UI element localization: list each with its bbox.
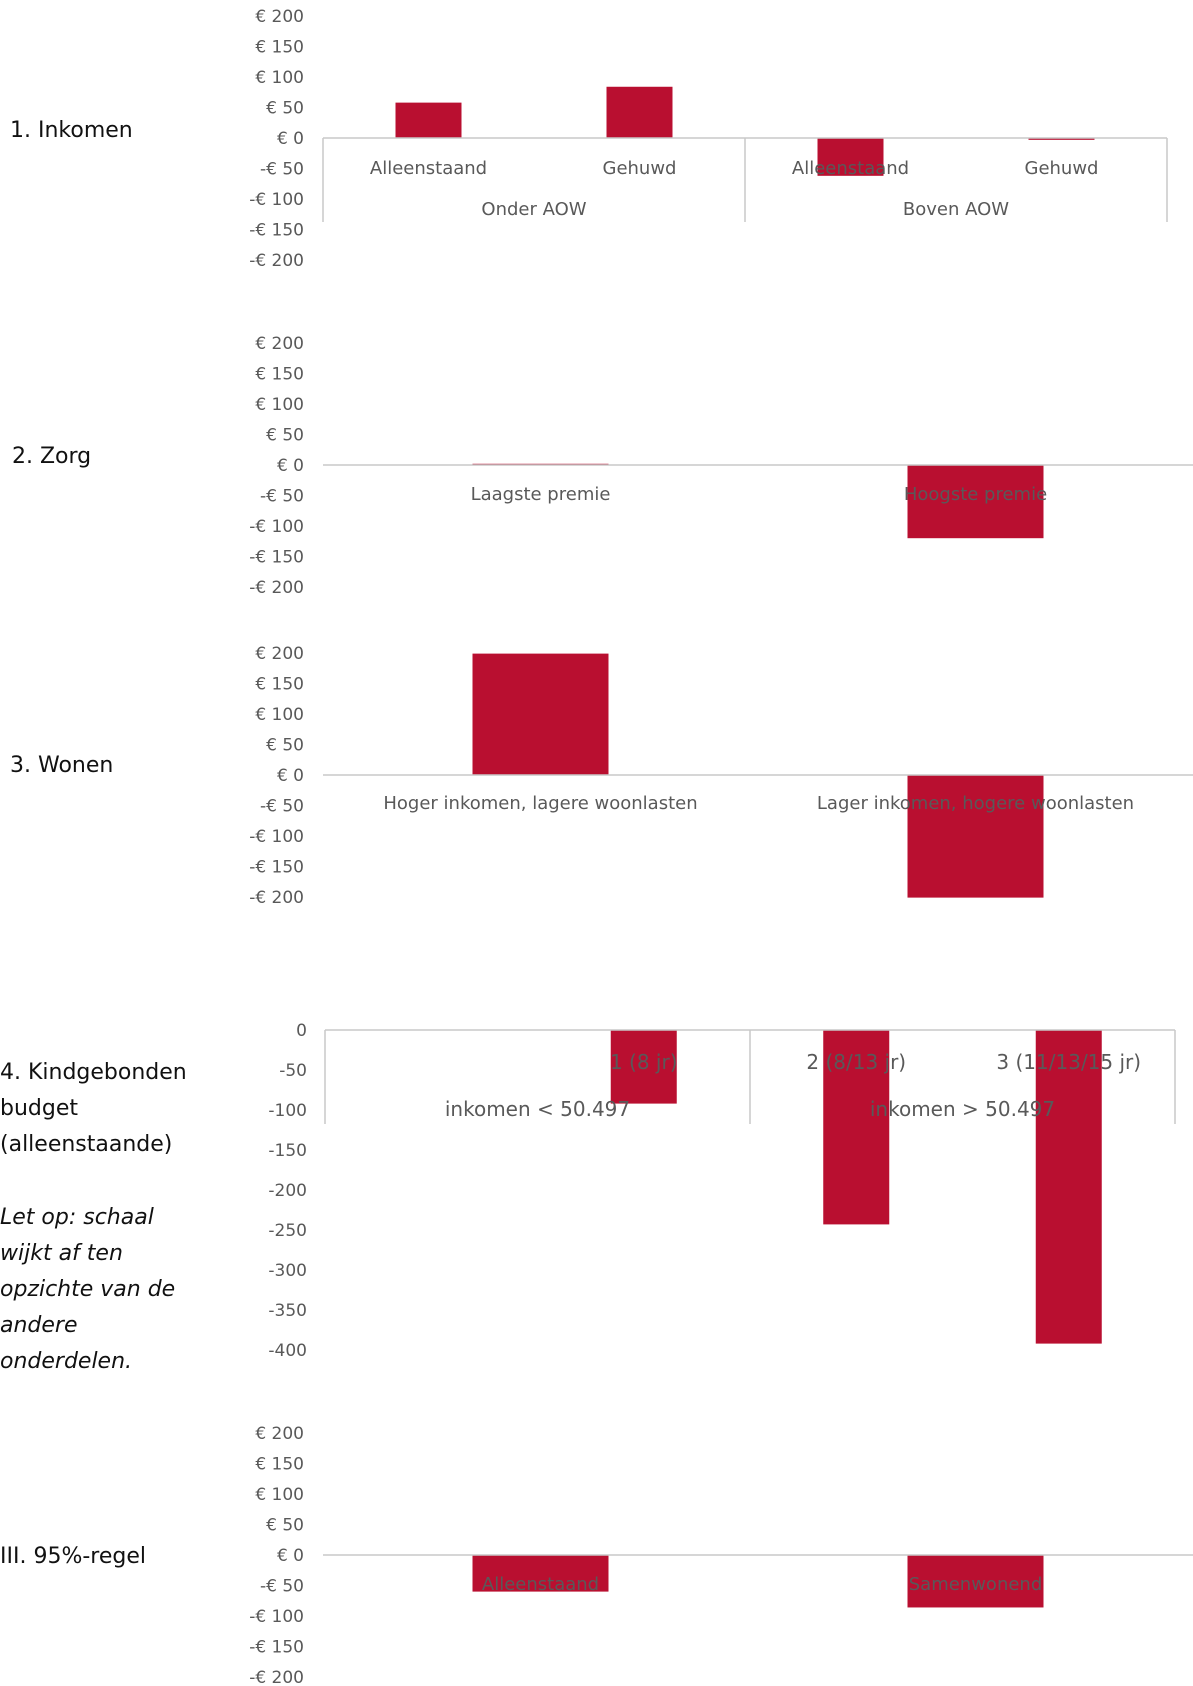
- chart5-ytick: € 50: [266, 1516, 304, 1536]
- chart5-ytick: € 150: [255, 1455, 304, 1475]
- chart1-group-label: Boven AOW: [903, 199, 1009, 220]
- chart3-category-label: Lager inkomen, hogere woonlasten: [817, 793, 1134, 814]
- chart3-bar: [472, 653, 609, 775]
- chart1-category-label: Alleenstaand: [370, 158, 487, 179]
- chart4-ytick: -150: [268, 1141, 307, 1161]
- chart1-bar: [1028, 138, 1095, 140]
- chart2-category-label: Hoogste premie: [904, 484, 1047, 505]
- chart1-ytick: € 100: [255, 68, 304, 88]
- chart1-bar: [817, 138, 884, 176]
- chart1-ytick: € 200: [255, 7, 304, 27]
- chart3-ytick: -€ 150: [249, 858, 304, 878]
- chart2-ytick: -€ 100: [249, 517, 304, 537]
- chart2-ytick: -€ 50: [260, 487, 304, 507]
- chart2-ytick: € 150: [255, 365, 304, 385]
- chart4-ytick: -350: [268, 1301, 307, 1321]
- section-label-zorg: 2. Zorg: [12, 444, 92, 469]
- chart5-category-label: Samenwonend: [909, 1574, 1043, 1595]
- chart1-group-label: Onder AOW: [481, 199, 586, 220]
- chart4-category-label: 3 (11/13/15 jr): [996, 1050, 1141, 1074]
- chart2-category-label: Laagste premie: [471, 484, 611, 505]
- chart5-bar: [907, 1555, 1044, 1608]
- chart3-ytick: € 150: [255, 675, 304, 695]
- chart2-ytick: € 0: [277, 456, 304, 476]
- section-label-kindgebonden: 4. Kindgebonden budget (alleenstaande): [0, 1060, 187, 1157]
- chart4-ytick: 0: [296, 1021, 307, 1041]
- chart1-ytick: € 50: [266, 99, 304, 119]
- chart1-bar: [606, 86, 673, 138]
- chart4-ytick: -200: [268, 1181, 307, 1201]
- chart1-category-label: Gehuwd: [603, 158, 677, 179]
- chart4-group-label: inkomen < 50.497: [445, 1097, 630, 1121]
- chart3-ytick: € 50: [266, 736, 304, 756]
- chart2-ytick: € 200: [255, 334, 304, 354]
- chart1-category-label: Gehuwd: [1025, 158, 1099, 179]
- chart4-category-label: 2 (8/13 jr): [806, 1050, 906, 1074]
- chart1-ytick: -€ 50: [260, 160, 304, 180]
- section-note-scale: Let op: schaal wijkt af ten opzichte van…: [0, 1205, 176, 1374]
- chart3-bar: [907, 775, 1044, 898]
- chart4-ytick: -50: [279, 1061, 307, 1081]
- chart3-ytick: -€ 100: [249, 827, 304, 847]
- chart1-ytick: -€ 200: [249, 251, 304, 271]
- chart3-category-label: Hoger inkomen, lagere woonlasten: [383, 793, 697, 814]
- section-label-wonen: 3. Wonen: [10, 753, 114, 778]
- chart5-ytick: € 0: [277, 1546, 304, 1566]
- chart1-ytick: € 150: [255, 38, 304, 58]
- chart4-category-label: 1 (8 jr): [610, 1050, 678, 1074]
- chart5-ytick: -€ 150: [249, 1638, 304, 1658]
- chart2-ytick: € 50: [266, 426, 304, 446]
- chart4-bar: [610, 1030, 677, 1104]
- chart4-ytick: -400: [268, 1341, 307, 1361]
- chart4-bar: [823, 1030, 890, 1225]
- section-label-inkomen: 1. Inkomen: [10, 118, 133, 143]
- chart3-ytick: € 200: [255, 644, 304, 664]
- chart5-category-label: Alleenstaand: [482, 1574, 599, 1595]
- chart3-ytick: -€ 50: [260, 797, 304, 817]
- chart1-ytick: € 0: [277, 129, 304, 149]
- chart4-bar: [1035, 1030, 1102, 1344]
- chart4-ytick: -250: [268, 1221, 307, 1241]
- chart5-ytick: € 200: [255, 1424, 304, 1444]
- chart1-ytick: -€ 150: [249, 221, 304, 241]
- chart1-category-label: Alleenstaand: [792, 158, 909, 179]
- chart1-bar: [395, 102, 462, 138]
- chart3-ytick: € 0: [277, 766, 304, 786]
- chart4-ytick: -100: [268, 1101, 307, 1121]
- chart4-group-label: inkomen > 50.497: [870, 1097, 1055, 1121]
- chart2-bar: [907, 465, 1044, 539]
- chart5-ytick: € 100: [255, 1485, 304, 1505]
- chart5-bar: [472, 1555, 609, 1592]
- chart3-ytick: -€ 200: [249, 888, 304, 908]
- chart2-ytick: € 100: [255, 395, 304, 415]
- chart1-ytick: -€ 100: [249, 190, 304, 210]
- chart2-ytick: -€ 150: [249, 548, 304, 568]
- chart4-ytick: -300: [268, 1261, 307, 1281]
- chart5-ytick: -€ 200: [249, 1668, 304, 1686]
- chart5-ytick: -€ 100: [249, 1607, 304, 1627]
- chart3-ytick: € 100: [255, 705, 304, 725]
- chart2-ytick: -€ 200: [249, 578, 304, 598]
- chart5-ytick: -€ 50: [260, 1577, 304, 1597]
- section-label-95-regel: III. 95%-regel: [0, 1544, 146, 1569]
